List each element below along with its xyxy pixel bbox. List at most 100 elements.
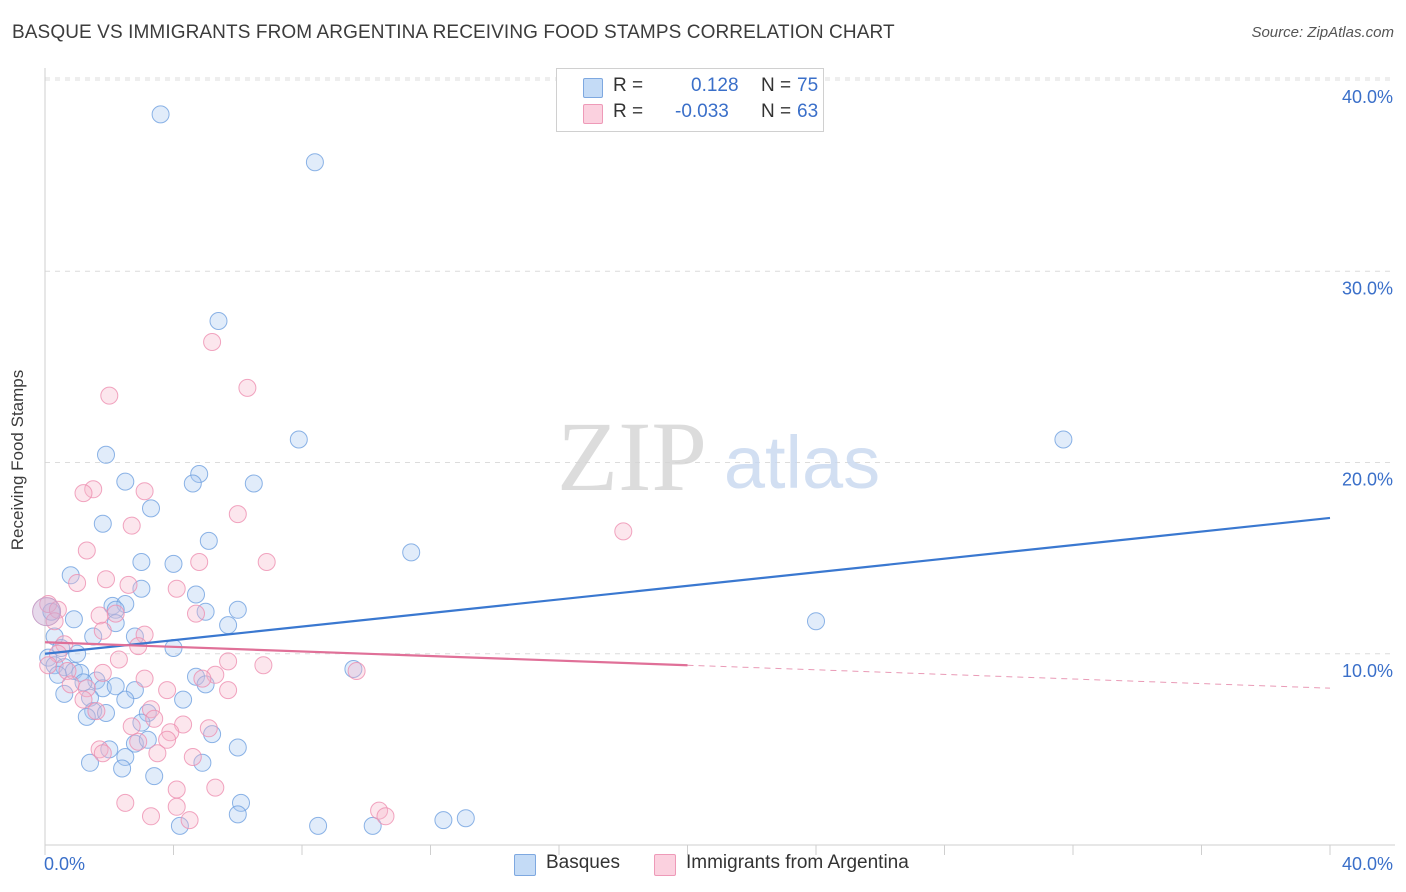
- point-argentina-31: [39, 656, 58, 675]
- point-basques-58: [203, 725, 222, 744]
- point-basques-26: [64, 610, 83, 629]
- point-argentina-17: [48, 600, 67, 619]
- point-basques-18: [187, 585, 205, 604]
- y-axis-label: Receiving Food Stamps: [8, 369, 27, 551]
- data-points: [32, 105, 1073, 835]
- point-argentina-2: [100, 386, 119, 405]
- point-argentina-59: [142, 807, 160, 826]
- y-tick-label-3: 40.0%: [1342, 87, 1393, 107]
- point-argentina-39: [158, 681, 177, 700]
- point-basques-67: [145, 767, 164, 786]
- r-label: R =: [613, 101, 644, 122]
- point-argentina-52: [148, 744, 167, 763]
- point-argentina-11: [257, 553, 276, 571]
- point-argentina-29: [254, 656, 273, 675]
- point-argentina-16: [39, 595, 58, 613]
- point-basques-48: [125, 681, 144, 700]
- point-basques-40: [48, 665, 67, 684]
- point-basques-0: [151, 105, 170, 124]
- point-argentina-58: [167, 797, 186, 816]
- r-value: -0.033: [675, 101, 729, 122]
- point-argentina-53: [93, 744, 112, 763]
- trend-line-argentina-extension: [687, 664, 1331, 689]
- point-basques-43: [187, 667, 205, 686]
- point-argentina-47: [122, 717, 141, 736]
- point-argentina-18: [187, 604, 205, 623]
- point-basques-71: [309, 816, 328, 835]
- trend-line-argentina: [44, 641, 688, 667]
- point-basques-42: [344, 660, 363, 678]
- x-tick-labels: 0.0% 40.0%: [44, 854, 1393, 874]
- point-basques-21: [116, 595, 135, 613]
- basques-legend-label: Basques: [546, 852, 620, 873]
- point-argentina-41: [74, 690, 93, 709]
- n-value: 75: [797, 75, 819, 96]
- axes: [44, 68, 1395, 855]
- point-argentina-6: [228, 505, 247, 524]
- point-argentina-50: [129, 732, 148, 751]
- point-basques-24: [219, 616, 238, 635]
- stats-legend: R = 0.128 N = 75 R = -0.033 N = 63: [556, 68, 824, 132]
- point-argentina-28: [219, 652, 238, 671]
- point-argentina-38: [77, 679, 96, 698]
- basques-legend-swatch: [514, 854, 536, 876]
- point-basques-64: [81, 753, 99, 772]
- r-value: 0.128: [691, 75, 739, 96]
- point-basques-56: [77, 707, 96, 726]
- y-tick-label-2: 30.0%: [1342, 278, 1393, 298]
- point-cluster: [32, 597, 62, 627]
- source-label: Source: ZipAtlas.com: [1251, 24, 1394, 41]
- point-argentina-62: [183, 748, 202, 766]
- point-basques-68: [232, 793, 250, 812]
- point-basques-44: [196, 675, 215, 694]
- point-basques-63: [116, 748, 135, 766]
- point-basques-2: [209, 312, 228, 330]
- trend-lines: [44, 516, 1331, 689]
- gridlines: [45, 77, 1395, 655]
- point-basques-8: [183, 474, 202, 493]
- point-basques-3: [289, 430, 308, 449]
- point-argentina-15: [167, 579, 186, 598]
- point-basques-25: [807, 612, 825, 631]
- point-basques-13: [402, 543, 421, 562]
- point-basques-1: [305, 153, 324, 172]
- point-basques-29: [45, 627, 64, 646]
- watermark-atlas: atlas: [724, 421, 880, 504]
- point-argentina-12: [97, 570, 115, 589]
- point-argentina-49: [158, 730, 177, 749]
- point-basques-69: [228, 805, 247, 824]
- point-argentina-36: [135, 669, 154, 688]
- point-basques-52: [174, 690, 193, 709]
- point-argentina-7: [122, 516, 141, 535]
- point-argentina-10: [190, 553, 209, 571]
- point-argentina-9: [77, 541, 96, 560]
- point-basques-51: [116, 690, 135, 709]
- point-basques-5: [97, 445, 115, 464]
- argentina-legend-swatch: [654, 854, 676, 876]
- point-argentina-27: [109, 650, 128, 669]
- point-argentina-40: [219, 681, 238, 700]
- point-argentina-35: [193, 669, 212, 688]
- point-argentina-42: [142, 700, 160, 719]
- r-label: R =: [613, 75, 644, 96]
- point-argentina-33: [93, 663, 112, 682]
- point-argentina-57: [376, 807, 395, 826]
- point-argentina-61: [206, 778, 225, 797]
- point-argentina-8: [614, 522, 633, 541]
- point-argentina-44: [145, 709, 164, 728]
- point-argentina-1: [238, 378, 257, 397]
- point-basques-22: [106, 600, 125, 619]
- point-basques-70: [170, 816, 189, 835]
- point-argentina-4: [135, 482, 154, 501]
- point-basques-23: [228, 600, 247, 619]
- argentina-swatch: [583, 104, 603, 124]
- point-argentina-30: [347, 662, 366, 680]
- point-basques-12: [199, 531, 218, 550]
- point-argentina-54: [167, 780, 186, 799]
- point-basques-14: [132, 553, 151, 571]
- x-tick-label-0: 0.0%: [44, 854, 85, 874]
- point-basques-10: [142, 499, 160, 518]
- point-argentina-0: [203, 333, 222, 351]
- point-argentina-55: [116, 793, 135, 812]
